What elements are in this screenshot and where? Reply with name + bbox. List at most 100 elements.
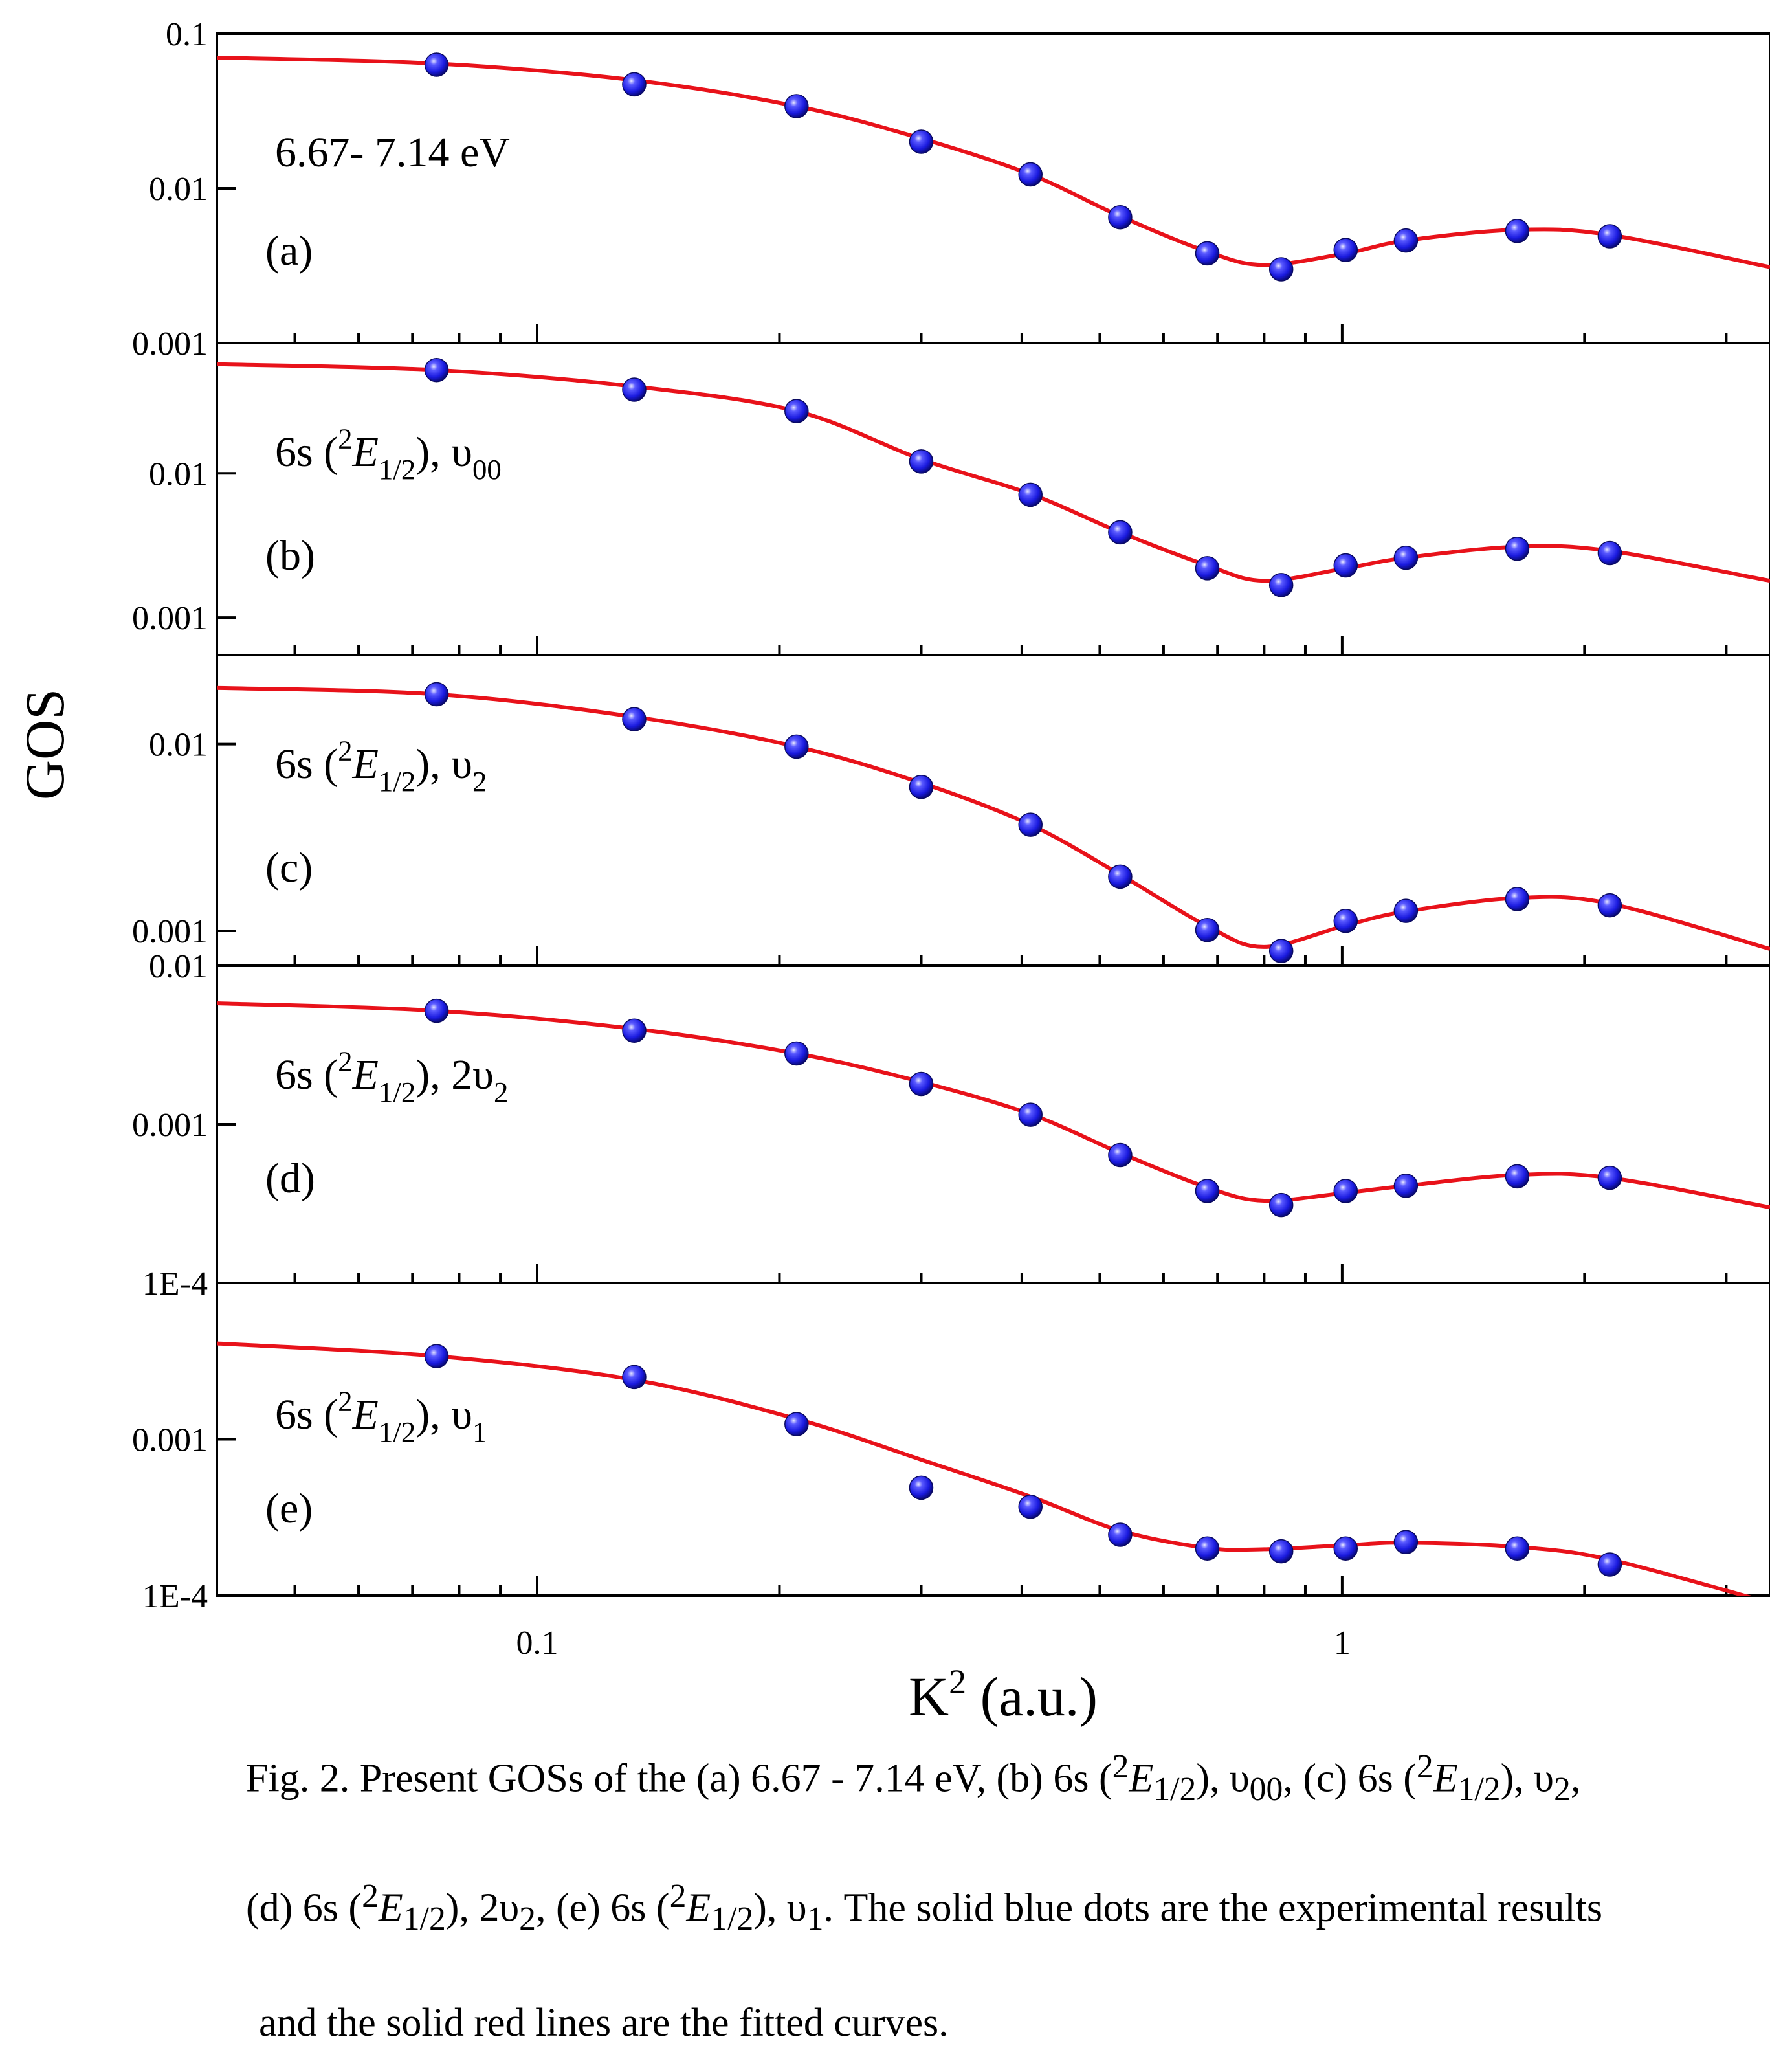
caption-seg: Fig. 2. Present GOSs of the (a) 6.67 - 7… <box>246 1756 1112 1801</box>
fit-curve <box>217 1001 1770 1210</box>
y-tick-label: 0.001 <box>132 913 208 950</box>
annotation-seg: 6s ( <box>275 429 338 476</box>
data-point <box>1195 1536 1220 1561</box>
annotation-seg: E <box>352 741 379 788</box>
annotation-seg: E <box>352 429 379 476</box>
caption-seg: . The solid blue dots are the experiment… <box>823 1886 1602 1930</box>
annotation-seg: ), 2υ <box>415 1051 494 1098</box>
fit-curve <box>217 1341 1752 1596</box>
y-tick-label: 0.001 <box>132 600 208 637</box>
data-point <box>1393 1530 1419 1555</box>
annotation-seg: 6.67- 7.14 eV <box>275 129 510 176</box>
data-point <box>1597 1552 1622 1577</box>
data-point <box>622 72 647 97</box>
data-point <box>622 707 647 731</box>
caption-seg: ), υ <box>1196 1756 1250 1801</box>
caption-seg: ), υ <box>1500 1756 1554 1801</box>
data-point <box>1268 573 1294 597</box>
data-point <box>424 682 449 707</box>
data-point <box>1597 224 1622 249</box>
data-point <box>622 377 647 402</box>
data-point <box>784 1041 809 1066</box>
panel-annotation: 6s (2E1/2), 2υ2 <box>275 1045 508 1108</box>
x-tick-label: 1 <box>1334 1625 1351 1662</box>
annotation-seg: 2 <box>338 1385 352 1417</box>
x-axis-title-sup: 2 <box>949 1662 966 1701</box>
caption-seg: 1/2 <box>1457 1771 1501 1809</box>
caption-seg: 1 <box>806 1900 824 1938</box>
panel-letter: (b) <box>265 532 315 579</box>
data-point <box>1505 537 1530 561</box>
data-point <box>1195 1179 1220 1203</box>
annotation-seg: 1 <box>472 1416 487 1448</box>
caption-seg: 2 <box>1416 1748 1433 1785</box>
caption-seg: , (e) 6s ( <box>535 1886 670 1930</box>
data-point <box>424 357 449 383</box>
y-tick-label: 0.01 <box>149 948 208 985</box>
y-tick-label: 0.01 <box>149 727 208 764</box>
caption-seg: ), υ <box>753 1886 807 1930</box>
data-point <box>1108 864 1133 889</box>
data-point <box>1505 1164 1530 1189</box>
caption-seg: 00 <box>1249 1771 1283 1809</box>
annotation-seg: 2 <box>338 734 352 766</box>
data-point <box>784 94 809 118</box>
annotation-seg: 1/2 <box>379 765 415 797</box>
data-point <box>1333 1536 1358 1561</box>
data-point <box>909 129 934 154</box>
caption-seg: , (c) 6s ( <box>1283 1756 1417 1801</box>
caption-line-1: Fig. 2. Present GOSs of the (a) 6.67 - 7… <box>246 1748 1580 1809</box>
fit-curve <box>217 685 1770 951</box>
caption-seg: 2 <box>519 1900 536 1938</box>
data-point <box>424 998 449 1023</box>
annotation-seg: 2 <box>338 422 352 454</box>
panel-letter: (e) <box>265 1485 313 1532</box>
caption-seg: 2 <box>1553 1771 1571 1809</box>
caption-line-3: and the solid red lines are the fitted c… <box>259 2001 949 2045</box>
panel-letter: (c) <box>265 844 313 891</box>
data-point <box>1108 1522 1133 1547</box>
data-point <box>1333 238 1358 262</box>
fit-curve <box>217 362 1770 583</box>
data-point <box>1018 1495 1043 1519</box>
data-point <box>1195 918 1220 942</box>
annotation-seg: E <box>352 1051 379 1098</box>
caption-seg: ), 2υ <box>445 1886 520 1930</box>
data-point <box>1505 887 1530 911</box>
data-point <box>1018 482 1043 507</box>
y-tick-label: 1E-4 <box>142 1265 208 1302</box>
panel-frame <box>216 342 1770 656</box>
data-point <box>1018 1102 1043 1127</box>
annotation-seg: 2 <box>472 765 487 797</box>
data-point <box>909 1071 934 1097</box>
data-point <box>1108 205 1133 230</box>
y-tick-label: 0.01 <box>149 171 208 208</box>
data-point <box>1268 939 1294 963</box>
caption-seg: 1/2 <box>403 1900 446 1938</box>
annotation-seg: 1/2 <box>379 1416 415 1448</box>
annotation-seg: ), υ <box>415 429 472 476</box>
panel-annotation: 6s (2E1/2), υ1 <box>275 1385 487 1448</box>
panel-a: 0.1 0.01 0.001 6.67- 7.14 eV (a) <box>132 16 1770 362</box>
panel-frame <box>216 32 1770 344</box>
fit-curve <box>217 56 1770 269</box>
caption-seg: E <box>686 1886 711 1930</box>
annotation-seg: 6s ( <box>275 741 338 788</box>
y-tick-label: 0.01 <box>149 456 208 493</box>
y-tick-label: 0.1 <box>166 16 208 53</box>
data-point <box>1195 556 1220 581</box>
y-tick-label: 0.001 <box>132 1107 208 1144</box>
data-point <box>909 1475 934 1500</box>
annotation-seg: 00 <box>472 453 502 485</box>
data-point <box>1333 1179 1358 1203</box>
data-point <box>1393 1174 1419 1198</box>
panel-b: 0.01 0.001 6s (2E1/2), υ00 (b) <box>132 342 1770 656</box>
annotation-seg: 1/2 <box>379 453 415 485</box>
data-point <box>1393 545 1419 570</box>
caption-seg: (d) 6s ( <box>246 1886 362 1930</box>
x-tick-label: 0.1 <box>516 1625 558 1662</box>
data-point <box>424 52 449 77</box>
annotation-seg: 6s ( <box>275 1391 338 1438</box>
